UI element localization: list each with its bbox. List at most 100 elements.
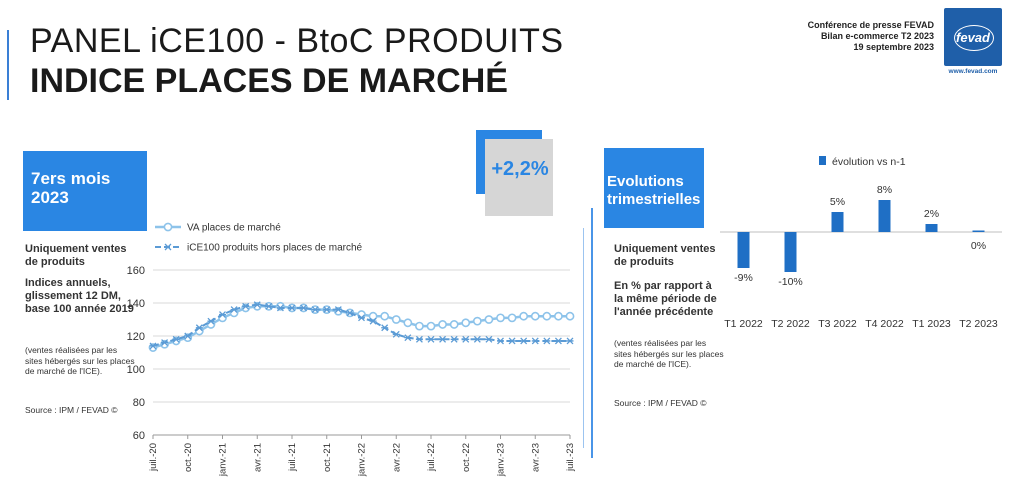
point-ice: [381, 324, 389, 332]
legend-marker-va: [163, 222, 173, 232]
x-tick-label: avr.-22: [391, 443, 402, 472]
fevad-logo: fevad: [944, 8, 1002, 66]
evolution-box: Evolutions trimestrielles: [604, 148, 704, 228]
left-source-text: Source : IPM / FEVAD ©: [25, 405, 118, 415]
evolution-box-line: Evolutions: [607, 173, 684, 190]
point-ice: [439, 335, 447, 343]
point-ice: [473, 335, 481, 343]
left-note-text: (ventes réalisées par les sites hébergés…: [25, 345, 135, 376]
panel-divider: [591, 208, 593, 458]
point-ice: [427, 335, 435, 343]
bar: [784, 232, 797, 272]
bar-value-label: 8%: [877, 184, 892, 196]
point-va: [507, 313, 517, 323]
point-va: [426, 321, 436, 331]
period-box: 7ers mois 2023: [23, 151, 147, 231]
point-ice: [172, 335, 180, 343]
point-va: [403, 318, 413, 328]
legend-label: évolution vs n-1: [832, 156, 906, 168]
bar: [831, 212, 844, 232]
point-ice: [219, 311, 226, 319]
point-ice: [566, 337, 574, 345]
point-ice: [276, 304, 284, 312]
x-tick-label: avr.-23: [530, 443, 541, 472]
right-basis-text: En % par rapport à la même période de l'…: [614, 280, 717, 318]
legend-marker-ice: [164, 243, 172, 251]
point-ice: [462, 335, 470, 343]
legend-label-ice: iCE100 produits hors places de marché: [187, 243, 363, 254]
bar-value-label: 5%: [830, 196, 845, 208]
point-va: [496, 313, 505, 323]
point-ice: [404, 334, 412, 342]
bar: [925, 224, 938, 232]
category-label: T4 2022: [865, 318, 904, 330]
point-va: [542, 311, 552, 321]
logo-ring-icon: [954, 25, 994, 51]
y-tick-label: 60: [133, 430, 145, 442]
category-label: T1 2023: [912, 318, 951, 330]
right-note-text: (ventes réalisées par les sites hébergés…: [614, 338, 724, 369]
line-chart: 60 80 100 120 140 160 juil.-20 oct.-20 janv.-21 a…: [127, 222, 576, 478]
bar-chart: évolution vs n-1 -9% T1 2022 -10% T2 2022 5% T…: [720, 156, 1002, 330]
x-tick-label: janv.-22: [357, 443, 368, 477]
y-tick-label: 120: [127, 331, 145, 343]
bar-value-label: -9%: [734, 272, 753, 284]
bar: [878, 200, 891, 232]
point-va: [438, 320, 447, 329]
bar-value-label: 0%: [971, 240, 986, 252]
category-label: T2 2023: [959, 318, 998, 330]
point-ice: [508, 337, 516, 345]
x-tick-label: oct.-22: [461, 443, 472, 472]
conference-info: Conférence de presse FEVAD Bilan e-comme…: [734, 20, 934, 53]
point-va: [461, 318, 471, 328]
point-ice: [184, 332, 192, 340]
x-tick-label: juil.-21: [287, 443, 298, 472]
point-ice: [265, 302, 273, 310]
legend-swatch: [819, 156, 826, 165]
y-tick-label: 80: [133, 397, 145, 409]
x-tick-label: janv.-23: [496, 443, 507, 477]
point-va: [391, 315, 401, 324]
period-box-line: 2023: [31, 188, 69, 207]
conference-line: Bilan e-commerce T2 2023: [820, 31, 934, 41]
point-ice: [392, 330, 400, 338]
point-ice: [195, 324, 203, 332]
point-ice: [288, 304, 296, 312]
point-va: [565, 311, 575, 321]
title-accent-rule: [7, 30, 9, 100]
period-box-line: 7ers mois: [31, 169, 111, 188]
point-ice: [520, 337, 528, 345]
point-ice: [369, 317, 377, 325]
y-tick-label: 100: [127, 364, 145, 376]
bar: [737, 232, 750, 268]
point-ice: [242, 302, 250, 310]
point-va: [449, 320, 459, 329]
category-label: T3 2022: [818, 318, 857, 330]
point-ice: [497, 337, 504, 345]
right-scope-text: Uniquement ventes de produits: [614, 243, 716, 268]
y-tick-label: 140: [127, 298, 145, 310]
x-tick-label: avr.-21: [252, 443, 263, 472]
x-tick-label: oct.-21: [322, 443, 333, 472]
point-ice: [311, 306, 319, 314]
point-ice: [531, 337, 539, 345]
x-tick-label: juil.-20: [148, 443, 159, 472]
point-ice: [300, 304, 308, 312]
bar-value-label: -10%: [778, 276, 803, 288]
bar-value-label: 2%: [924, 208, 939, 220]
x-tick-label: juil.-22: [426, 443, 437, 472]
conference-line: Conférence de presse FEVAD: [807, 20, 934, 30]
x-tick-label: janv.-21: [218, 443, 229, 477]
point-ice: [230, 306, 238, 314]
category-label: T1 2022: [724, 318, 763, 330]
point-va: [554, 311, 563, 321]
point-ice: [415, 335, 423, 343]
point-ice: [253, 301, 261, 309]
x-tick-label: juil.-23: [565, 443, 576, 472]
point-ice: [450, 335, 458, 343]
point-va: [380, 311, 390, 321]
point-va: [415, 321, 424, 331]
point-va: [519, 311, 529, 321]
left-scope-text: Uniquement ventes de produits: [25, 243, 127, 268]
panel-divider-light: [583, 228, 584, 448]
